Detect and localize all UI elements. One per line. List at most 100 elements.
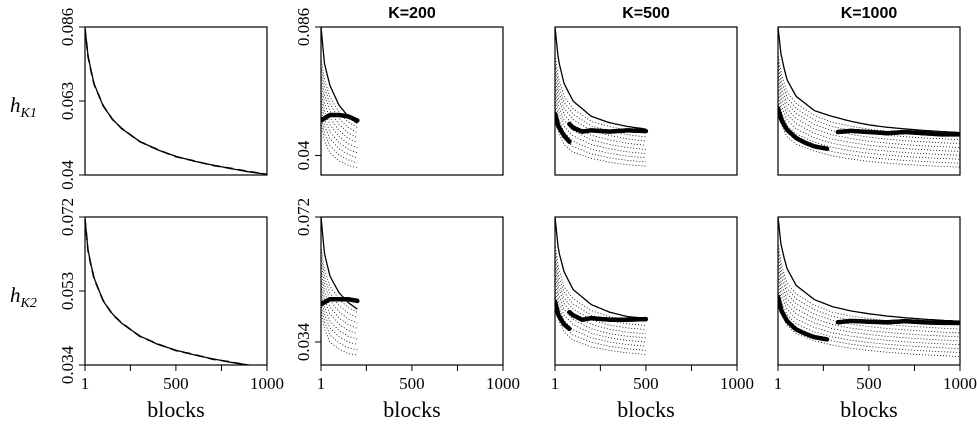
plot-frame <box>777 216 961 366</box>
dotted-series-line <box>321 277 358 335</box>
plot-area <box>85 218 254 365</box>
plot-area <box>321 27 360 169</box>
y-tick-label: 0.086 <box>58 8 77 46</box>
dotted-series-line <box>778 242 960 326</box>
solid-series-line <box>321 217 358 310</box>
dotted-series-line <box>555 294 646 351</box>
dotted-series-line <box>778 276 960 346</box>
dotted-series-line <box>321 65 358 133</box>
dotted-series-line <box>778 108 960 168</box>
x-tick-label: 1 <box>81 374 90 393</box>
dotted-series-line <box>555 244 646 322</box>
panel-r0-c1: K=200 0.04 0.086 <box>294 5 504 176</box>
dotted-series-line <box>555 69 646 142</box>
y-tick-label: 0.034 <box>294 322 313 361</box>
row-label-hk2: hK2 <box>10 283 37 311</box>
solid-series-line <box>555 27 646 130</box>
y-tick-label: 0.053 <box>58 272 77 310</box>
solid-series-line <box>555 217 646 319</box>
x-tick-label: 500 <box>633 374 659 393</box>
x-axis-title: blocks <box>840 397 897 422</box>
y-tick-label: 0.034 <box>58 345 77 384</box>
y-tick-label: 0.072 <box>58 198 77 236</box>
panel-title: K=1000 <box>841 5 898 22</box>
dashed-series-line <box>85 28 267 175</box>
panel-r1-c1: 0.034 0.072 1 500 1000 blocks <box>294 198 520 422</box>
y-tick-label: 0.04 <box>58 160 77 190</box>
dotted-series-line <box>555 62 646 138</box>
bold-series-line <box>778 105 830 151</box>
solid-series-line <box>85 218 254 365</box>
x-tick-label: 500 <box>856 374 882 393</box>
plot-area <box>321 217 360 356</box>
dotted-series-line <box>321 97 358 154</box>
dotted-series-line <box>321 293 358 345</box>
svg-text:hK2: hK2 <box>10 283 37 311</box>
dotted-series-line <box>321 73 358 139</box>
dotted-series-line <box>321 113 358 164</box>
dotted-series-line <box>321 269 358 329</box>
bold-series-line <box>567 309 649 322</box>
plot-area <box>778 27 960 168</box>
dotted-series-line <box>321 81 358 144</box>
panel-r1-c3: 1 500 1000 blocks <box>774 216 977 422</box>
x-tick-label: 1000 <box>250 374 284 393</box>
plot-frame <box>554 26 738 176</box>
bold-series-line <box>555 299 572 332</box>
dotted-series-line <box>778 87 960 156</box>
x-tick-label: 1000 <box>486 374 520 393</box>
x-tick-label: 1 <box>551 374 560 393</box>
x-axis-title: blocks <box>147 397 204 422</box>
dotted-series-line <box>778 289 960 353</box>
plot-area <box>555 27 649 167</box>
dotted-series-line <box>778 66 960 144</box>
solid-series-line <box>778 27 960 134</box>
x-tick-label: 1 <box>774 374 783 393</box>
dotted-series-line <box>555 106 646 163</box>
dotted-series-line <box>321 309 358 356</box>
plot-area <box>85 28 267 175</box>
dotted-series-line <box>778 73 960 148</box>
bold-series-line <box>567 121 649 134</box>
plot-area <box>778 217 960 357</box>
panel-r1-c0: 0.034 0.053 0.072 1 500 1000 blocks <box>58 198 284 422</box>
x-tick-label: 500 <box>163 374 189 393</box>
dotted-series-line <box>778 53 960 136</box>
dotted-series-line <box>321 246 358 313</box>
x-tick-label: 1 <box>317 374 326 393</box>
dotted-series-line <box>321 301 358 351</box>
dotted-series-line <box>321 262 358 324</box>
dotted-series-line <box>778 256 960 334</box>
dotted-series-line <box>555 55 646 134</box>
panel-r0-c3: K=1000 <box>777 5 961 176</box>
solid-series-line <box>778 217 960 322</box>
dotted-series-line <box>555 272 646 339</box>
x-axis-title: blocks <box>383 397 440 422</box>
y-tick-label: 0.063 <box>58 82 77 120</box>
plot-frame <box>554 216 738 366</box>
panel-r0-c0: 0.04 0.063 0.086 <box>58 8 268 190</box>
panel-r0-c2: K=500 <box>554 5 738 176</box>
dotted-series-line <box>555 77 646 146</box>
y-tick-label: 0.04 <box>294 140 313 170</box>
plot-frame <box>777 26 961 176</box>
panel-r1-c2: 1 500 1000 blocks <box>551 216 754 422</box>
dotted-series-line <box>555 99 646 159</box>
dotted-series-line <box>555 265 646 335</box>
bold-series-line <box>835 128 960 137</box>
plot-frame <box>84 26 268 176</box>
x-tick-label: 1000 <box>943 374 977 393</box>
bold-series-line <box>778 294 830 342</box>
dotted-series-line <box>778 94 960 160</box>
dotted-series-line <box>555 287 646 347</box>
plot-area <box>555 217 649 355</box>
solid-series-line <box>85 28 267 175</box>
dotted-series-line <box>321 105 358 159</box>
dotted-series-line <box>555 84 646 150</box>
y-tick-label: 0.072 <box>294 198 313 236</box>
dashed-series-line <box>85 218 253 365</box>
plot-frame <box>84 216 268 366</box>
plot-frame <box>320 26 504 176</box>
dotted-series-line <box>778 249 960 330</box>
